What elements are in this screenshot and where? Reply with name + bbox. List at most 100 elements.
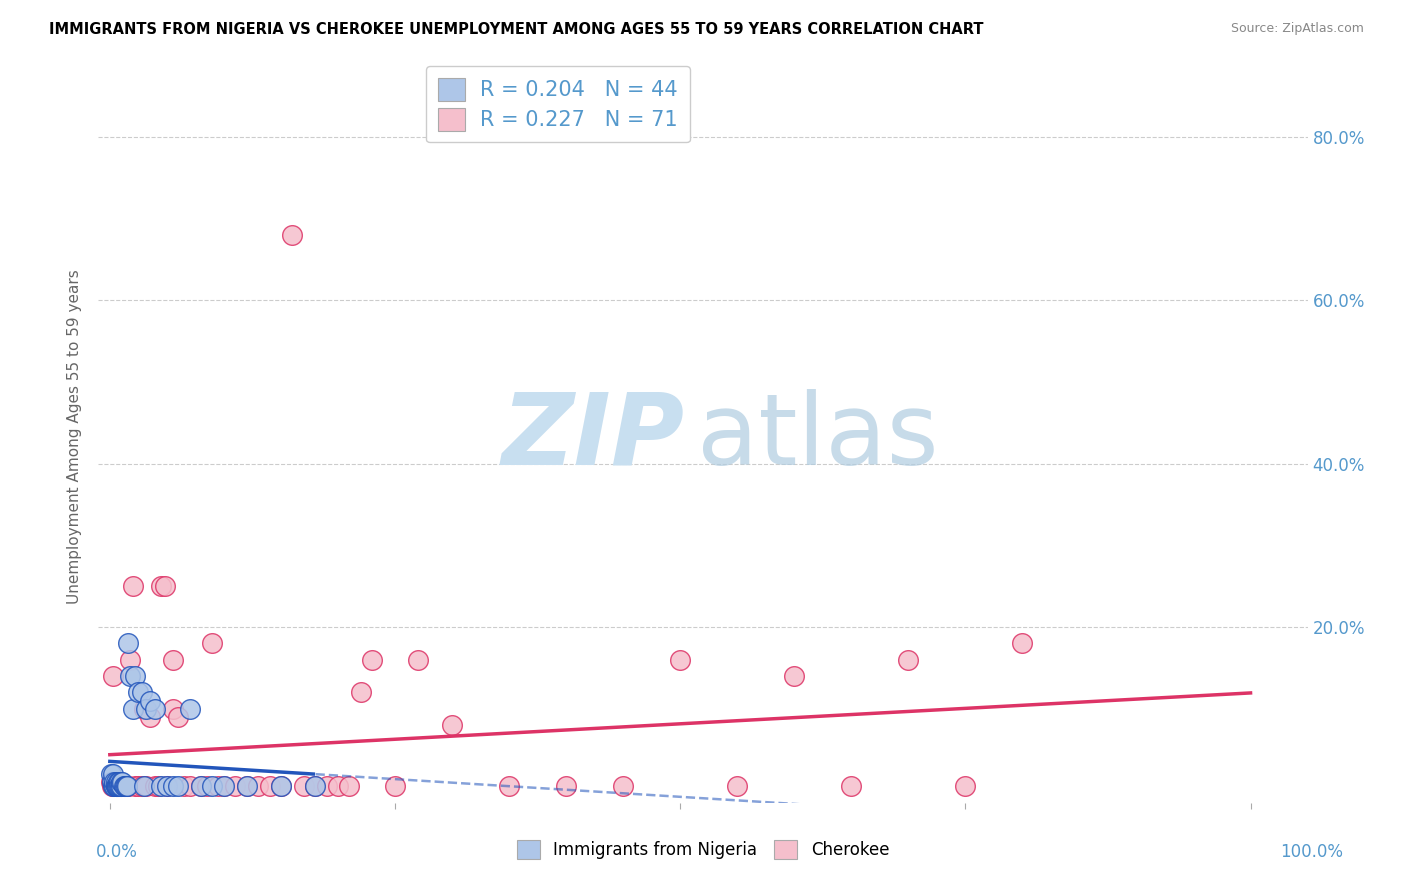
Point	[117, 780, 139, 794]
Point	[201, 780, 224, 794]
Point	[145, 780, 167, 794]
Point	[107, 780, 129, 794]
Point	[107, 780, 129, 794]
Point	[103, 780, 125, 794]
Point	[669, 653, 692, 667]
Point	[103, 780, 125, 794]
Point	[281, 227, 304, 242]
Point	[103, 780, 125, 794]
Point	[114, 780, 136, 794]
Point	[112, 780, 135, 794]
Point	[162, 653, 184, 667]
Point	[104, 775, 127, 789]
Point	[108, 780, 131, 794]
Point	[195, 780, 218, 794]
Point	[150, 579, 173, 593]
Point	[111, 775, 134, 789]
Point	[361, 653, 384, 667]
Point	[121, 702, 143, 716]
Point	[120, 669, 142, 683]
Point	[235, 780, 257, 794]
Point	[350, 685, 373, 699]
Point	[173, 780, 195, 794]
Text: 100.0%: 100.0%	[1279, 843, 1343, 861]
Point	[127, 685, 149, 699]
Point	[725, 780, 748, 794]
Point	[150, 780, 173, 794]
Point	[247, 780, 270, 794]
Point	[207, 780, 229, 794]
Point	[406, 653, 429, 667]
Point	[139, 693, 162, 707]
Text: atlas: atlas	[697, 389, 939, 485]
Point	[612, 780, 634, 794]
Point	[139, 710, 162, 724]
Point	[1011, 636, 1033, 650]
Point	[179, 702, 201, 716]
Point	[103, 775, 125, 789]
Point	[498, 780, 520, 794]
Legend: Immigrants from Nigeria, Cherokee: Immigrants from Nigeria, Cherokee	[510, 833, 896, 866]
Point	[190, 780, 212, 794]
Point	[337, 780, 360, 794]
Point	[179, 780, 201, 794]
Point	[107, 775, 129, 789]
Point	[132, 780, 155, 794]
Point	[135, 702, 157, 716]
Point	[112, 780, 135, 794]
Point	[135, 780, 157, 794]
Point	[110, 780, 132, 794]
Text: Source: ZipAtlas.com: Source: ZipAtlas.com	[1230, 22, 1364, 36]
Point	[103, 780, 125, 794]
Point	[292, 780, 315, 794]
Point	[104, 780, 127, 794]
Point	[167, 780, 190, 794]
Point	[114, 780, 136, 794]
Text: IMMIGRANTS FROM NIGERIA VS CHEROKEE UNEMPLOYMENT AMONG AGES 55 TO 59 YEARS CORRE: IMMIGRANTS FROM NIGERIA VS CHEROKEE UNEM…	[49, 22, 984, 37]
Point	[156, 780, 179, 794]
Point	[162, 780, 184, 794]
Point	[108, 780, 131, 794]
Point	[104, 780, 127, 794]
Point	[156, 780, 179, 794]
Point	[110, 775, 132, 789]
Point	[110, 780, 132, 794]
Point	[153, 579, 176, 593]
Point	[105, 780, 128, 794]
Point	[105, 780, 128, 794]
Point	[114, 780, 136, 794]
Point	[120, 653, 142, 667]
Point	[124, 780, 146, 794]
Point	[270, 780, 292, 794]
Point	[270, 780, 292, 794]
Point	[108, 780, 131, 794]
Point	[103, 669, 125, 683]
Point	[103, 775, 125, 789]
Text: ZIP: ZIP	[502, 389, 685, 485]
Point	[117, 636, 139, 650]
Point	[955, 780, 977, 794]
Point	[101, 780, 124, 794]
Point	[100, 767, 122, 781]
Point	[212, 780, 235, 794]
Point	[101, 775, 124, 789]
Point	[897, 653, 920, 667]
Point	[124, 669, 146, 683]
Point	[201, 636, 224, 650]
Point	[259, 780, 281, 794]
Legend: R = 0.204   N = 44, R = 0.227   N = 71: R = 0.204 N = 44, R = 0.227 N = 71	[426, 66, 690, 143]
Point	[224, 780, 246, 794]
Point	[127, 780, 149, 794]
Point	[783, 669, 806, 683]
Point	[105, 780, 128, 794]
Point	[326, 780, 349, 794]
Point	[105, 780, 128, 794]
Point	[146, 780, 169, 794]
Y-axis label: Unemployment Among Ages 55 to 59 years: Unemployment Among Ages 55 to 59 years	[67, 269, 83, 605]
Point	[110, 780, 132, 794]
Point	[115, 780, 138, 794]
Point	[132, 702, 155, 716]
Point	[304, 780, 326, 794]
Point	[100, 775, 122, 789]
Point	[131, 685, 153, 699]
